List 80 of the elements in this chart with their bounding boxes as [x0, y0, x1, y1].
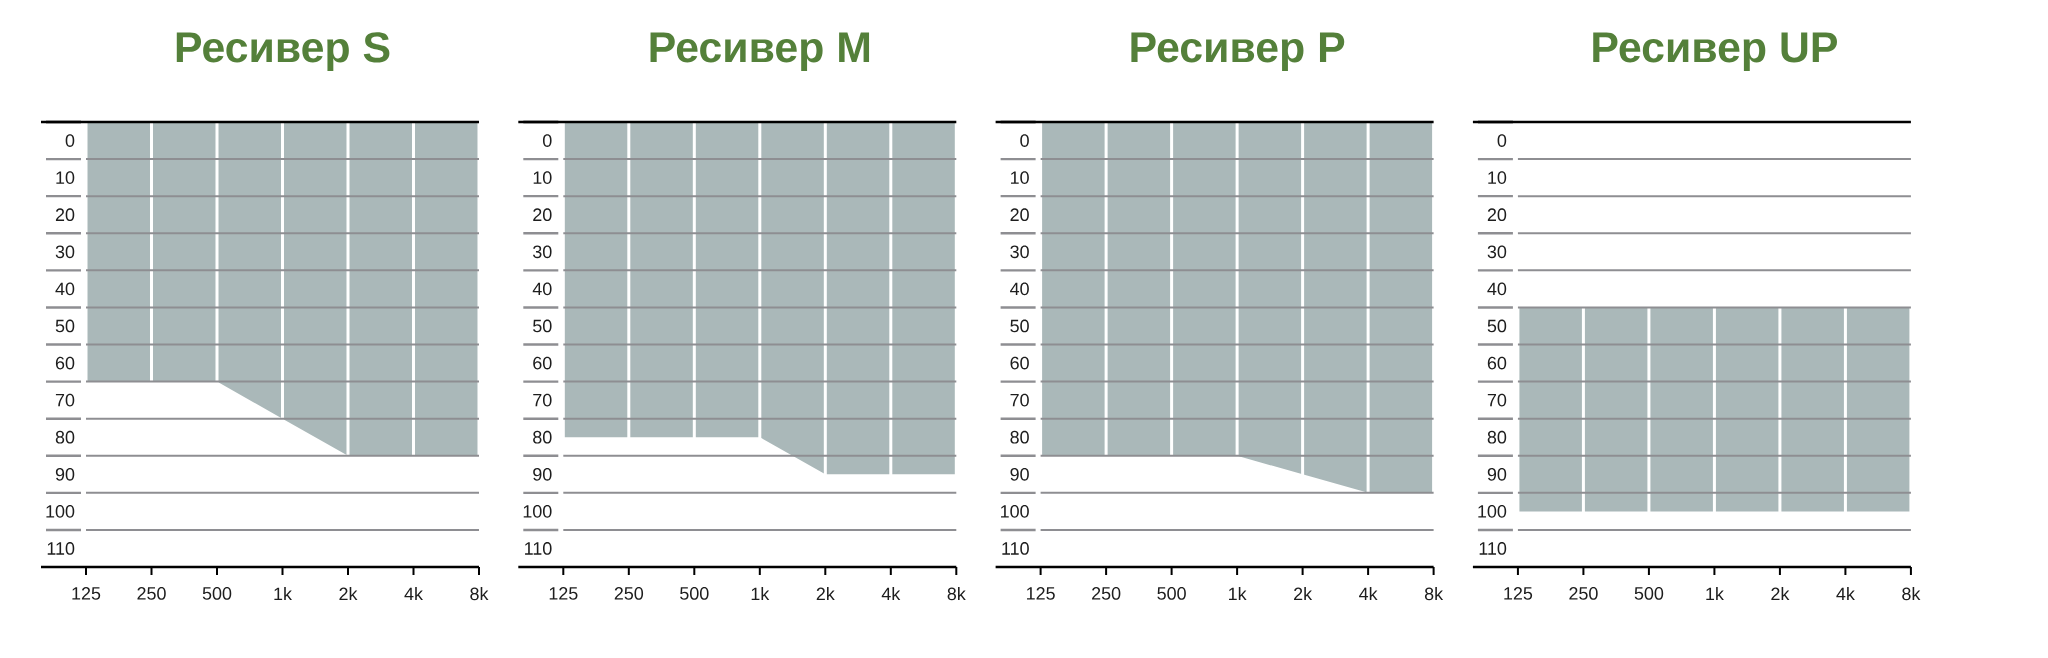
x-tick-label: 4k — [404, 587, 423, 601]
x-tick-label: 8k — [1902, 587, 1921, 601]
y-tick-label: 50 — [1010, 319, 1029, 333]
y-tick-label: 0 — [542, 134, 552, 147]
y-tick-label: 70 — [55, 393, 75, 407]
x-tick-label: 2k — [1294, 587, 1313, 601]
y-tick-label: 30 — [1010, 245, 1029, 259]
y-tick-label: 10 — [1488, 171, 1507, 184]
chart-title: Ресивер S — [176, 32, 390, 71]
y-tick-label: 30 — [1487, 245, 1507, 259]
x-tick-label: 125 — [1504, 587, 1533, 600]
y-tick-label: 110 — [525, 542, 552, 555]
y-tick-label: 40 — [1487, 282, 1507, 296]
y-tick-label: 20 — [533, 208, 552, 222]
y-tick-label: 90 — [55, 467, 75, 481]
y-tick-label: 30 — [533, 245, 552, 259]
x-tick-label: 250 — [1092, 587, 1121, 600]
y-tick-label: 100 — [1001, 505, 1029, 518]
y-tick-label: 50 — [533, 319, 552, 333]
x-tick-label: 250 — [614, 587, 644, 600]
x-tick-label: 125 — [549, 587, 578, 600]
y-tick-label: 20 — [1010, 208, 1029, 222]
y-tick-label: 100 — [1478, 505, 1507, 518]
y-tick-label: 110 — [1479, 542, 1507, 555]
chart-title: Ресивер P — [1131, 32, 1345, 71]
x-tick-label: 500 — [202, 587, 232, 600]
y-tick-label: 50 — [55, 319, 75, 333]
y-tick-label: 60 — [1010, 356, 1029, 370]
x-tick-label: 8k — [1424, 587, 1444, 601]
y-tick-label: 60 — [1487, 356, 1507, 370]
chart-title: Ресивер UP — [1593, 32, 1837, 71]
y-tick-label: 20 — [1487, 208, 1507, 222]
y-tick-label: 80 — [1487, 430, 1507, 444]
y-tick-label: 0 — [65, 134, 75, 147]
y-tick-label: 70 — [1010, 393, 1029, 407]
y-tick-label: 0 — [1020, 134, 1029, 147]
y-tick-label: 10 — [1011, 171, 1029, 184]
x-tick-label: 4k — [881, 587, 901, 601]
y-tick-label: 50 — [1487, 319, 1507, 333]
x-tick-label: 1k — [274, 587, 292, 601]
x-tick-label: 8k — [947, 587, 966, 601]
x-tick-label: 8k — [470, 587, 489, 601]
y-tick-label: 100 — [523, 505, 552, 518]
y-tick-label: 10 — [56, 171, 75, 184]
x-tick-label: 1k — [751, 587, 770, 601]
y-tick-label: 100 — [46, 505, 75, 518]
y-tick-label: 10 — [533, 171, 552, 184]
y-tick-label: 70 — [1487, 393, 1507, 407]
y-tick-label: 40 — [55, 282, 75, 296]
y-tick-label: 40 — [1010, 282, 1029, 296]
x-tick-label: 125 — [1027, 587, 1055, 600]
x-tick-label: 500 — [1157, 587, 1186, 600]
chart-title: Ресивер M — [650, 32, 870, 71]
y-tick-label: 90 — [1010, 467, 1029, 481]
x-tick-label: 2k — [1771, 587, 1790, 601]
y-tick-label: 20 — [55, 208, 75, 222]
x-tick-label: 1k — [1229, 587, 1247, 601]
y-tick-label: 110 — [47, 542, 75, 555]
x-tick-label: 4k — [1359, 587, 1378, 601]
x-tick-label: 250 — [137, 587, 166, 600]
x-tick-label: 2k — [816, 587, 835, 601]
y-tick-label: 70 — [533, 393, 552, 407]
y-tick-label: 40 — [532, 282, 552, 296]
y-tick-label: 90 — [533, 467, 552, 481]
y-tick-label: 30 — [55, 245, 75, 259]
y-tick-label: 0 — [1497, 134, 1507, 147]
x-tick-label: 500 — [680, 587, 709, 600]
y-tick-label: 80 — [1010, 430, 1029, 444]
y-tick-label: 80 — [55, 430, 75, 444]
x-tick-label: 125 — [72, 587, 101, 600]
y-tick-label: 60 — [533, 356, 552, 370]
y-tick-label: 110 — [1002, 542, 1029, 555]
x-tick-label: 1k — [1706, 587, 1724, 601]
y-tick-label: 80 — [533, 430, 552, 444]
x-tick-label: 250 — [1569, 587, 1598, 600]
x-tick-label: 500 — [1634, 587, 1664, 600]
x-tick-label: 2k — [339, 587, 358, 601]
y-tick-label: 60 — [55, 356, 75, 370]
x-tick-label: 4k — [1836, 587, 1855, 601]
y-tick-label: 90 — [1487, 467, 1507, 481]
